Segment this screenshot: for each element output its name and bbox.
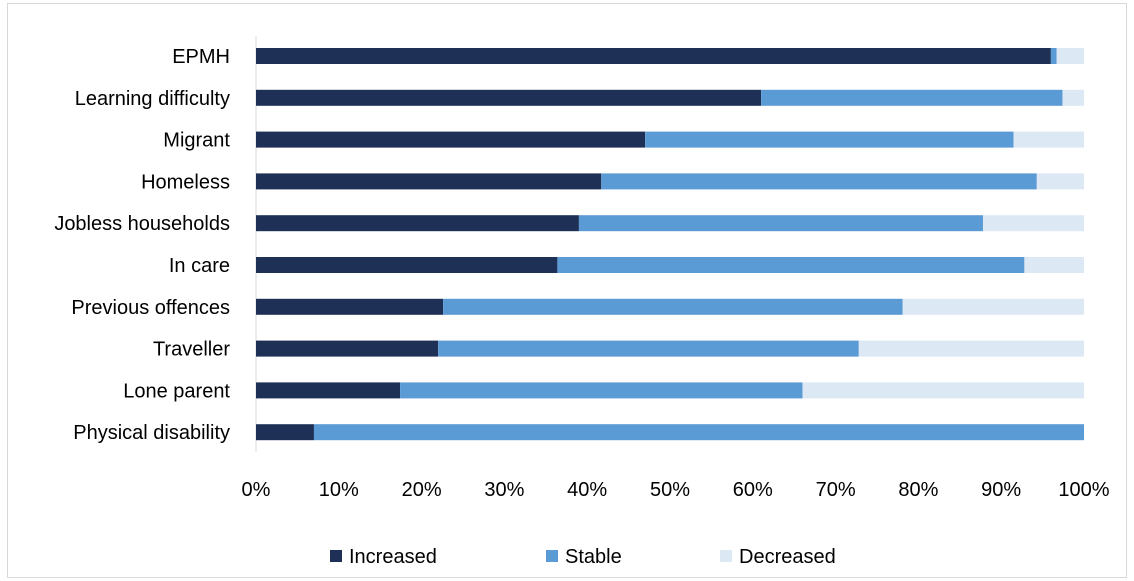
- bar-segment-decreased: [802, 382, 1084, 398]
- category-label: Jobless households: [54, 213, 230, 235]
- bar-segment-increased: [256, 341, 438, 357]
- bar-segment-stable: [314, 424, 1084, 440]
- bar-segment-stable: [557, 257, 1024, 273]
- category-label: In care: [169, 255, 230, 277]
- category-label: Traveller: [153, 339, 230, 361]
- bar-segment-increased: [256, 424, 314, 440]
- bar-segment-decreased: [983, 215, 1084, 231]
- legend-swatch-stable: [546, 550, 558, 562]
- x-tick-label: 100%: [1058, 479, 1109, 501]
- legend-swatch-increased: [330, 550, 342, 562]
- x-tick-label: 60%: [733, 479, 773, 501]
- x-tick-label: 90%: [981, 479, 1021, 501]
- legend-swatch-decreased: [720, 550, 732, 562]
- category-label: EPMH: [172, 46, 230, 68]
- x-tick-label: 40%: [567, 479, 607, 501]
- x-tick-label: 50%: [650, 479, 690, 501]
- bar-segment-increased: [256, 257, 557, 273]
- legend-label-increased: Increased: [349, 546, 437, 568]
- bar-segment-stable: [579, 215, 983, 231]
- bar-segment-decreased: [1024, 257, 1084, 273]
- x-tick-label: 10%: [319, 479, 359, 501]
- x-tick-label: 20%: [402, 479, 442, 501]
- bar-segment-decreased: [1062, 90, 1084, 106]
- x-tick-label: 70%: [816, 479, 856, 501]
- category-label: Learning difficulty: [75, 88, 230, 110]
- category-label: Lone parent: [123, 380, 230, 402]
- bar-segment-decreased: [903, 299, 1084, 315]
- category-label: Previous offences: [71, 297, 230, 319]
- bar-segment-decreased: [1014, 132, 1084, 148]
- bar-segment-decreased: [859, 341, 1084, 357]
- bar-segment-decreased: [1037, 173, 1084, 189]
- bar-segment-increased: [256, 90, 761, 106]
- bar-segment-increased: [256, 299, 443, 315]
- bar-segment-increased: [256, 48, 1051, 64]
- bar-segment-stable: [645, 132, 1013, 148]
- category-label: Migrant: [163, 130, 230, 152]
- x-tick-label: 30%: [484, 479, 524, 501]
- bar-segment-increased: [256, 132, 645, 148]
- bar-segment-stable: [443, 299, 903, 315]
- bar-segment-decreased: [1057, 48, 1084, 64]
- category-label: Physical disability: [73, 422, 230, 444]
- bar-segment-increased: [256, 215, 579, 231]
- category-label: Homeless: [141, 171, 230, 193]
- bar-segment-stable: [601, 173, 1037, 189]
- legend: Increased Stable Decreased: [330, 546, 836, 568]
- bar-segment-stable: [761, 90, 1062, 106]
- legend-label-decreased: Decreased: [739, 546, 836, 568]
- x-tick-label: 80%: [898, 479, 938, 501]
- legend-label-stable: Stable: [565, 546, 622, 568]
- bar-segment-stable: [438, 341, 859, 357]
- bar-segment-stable: [1051, 48, 1057, 64]
- bar-segment-stable: [400, 382, 802, 398]
- x-tick-label: 0%: [242, 479, 271, 501]
- bar-layer: [256, 48, 1084, 440]
- bar-segment-increased: [256, 382, 400, 398]
- bar-segment-increased: [256, 173, 601, 189]
